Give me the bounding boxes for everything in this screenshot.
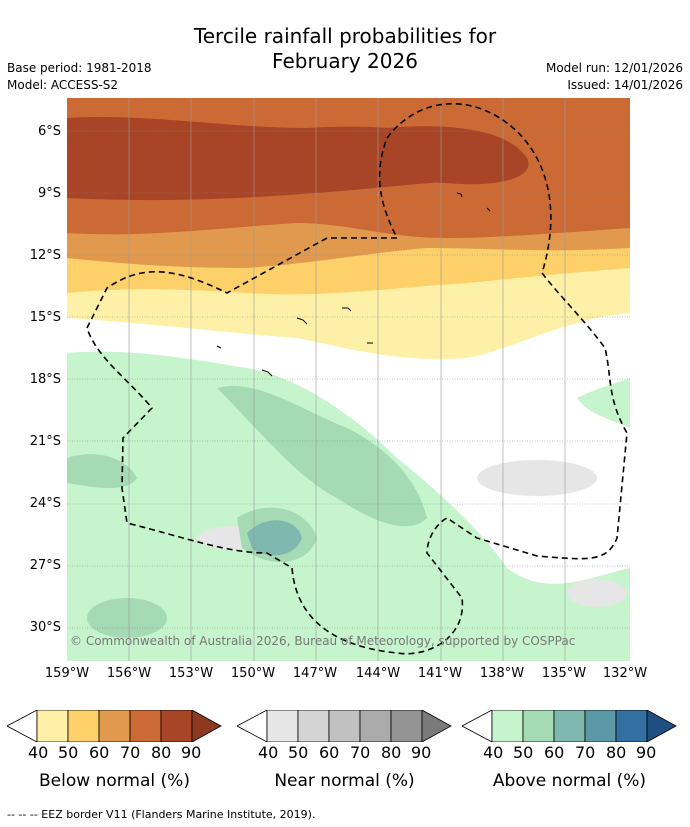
legend-tick: 70 (575, 743, 596, 762)
lon-label: 150°W (230, 666, 276, 681)
legend-below-normal (7, 710, 222, 742)
legend-swatch (615, 710, 648, 742)
lon-label: 156°W (106, 666, 152, 681)
legend-tick: 90 (636, 743, 657, 762)
base-period: Base period: 1981-2018 (7, 61, 152, 75)
lat-label: 30°S (29, 620, 61, 635)
lon-label: 159°W (44, 666, 90, 681)
below-normal-80-east (387, 126, 529, 185)
legend-tick: 70 (350, 743, 371, 762)
legend-above-normal (462, 710, 677, 742)
legend-swatch (553, 710, 586, 742)
lat-label: 27°S (29, 558, 61, 573)
legend-swatch (584, 710, 617, 742)
legend-tick: 40 (258, 743, 279, 762)
above-normal-region-strong (67, 454, 137, 488)
legend-tick: 50 (58, 743, 79, 762)
legend-tick: 50 (513, 743, 534, 762)
eez-border-west (86, 103, 628, 655)
lon-label: 135°W (541, 666, 587, 681)
model-name: Model: ACCESS-S2 (7, 78, 119, 92)
legend-tick: 90 (411, 743, 432, 762)
lon-label: 144°W (355, 666, 401, 681)
legend-near-colorbar (237, 710, 452, 742)
rainfall-probability-map (67, 98, 630, 661)
legend-below-title: Below normal (%) (39, 771, 190, 791)
lat-label: 12°S (29, 248, 61, 263)
legend-tick: 80 (606, 743, 627, 762)
lat-label: 9°S (37, 186, 61, 201)
meridians (128, 98, 566, 661)
legend-swatch (67, 710, 100, 742)
legend-swatch (297, 710, 330, 742)
legend-tick: 50 (288, 743, 309, 762)
legend-swatch (129, 710, 162, 742)
islands (216, 192, 491, 377)
legend-swatch (266, 710, 299, 742)
above-normal-region-strong (217, 386, 427, 527)
lon-label: 138°W (479, 666, 525, 681)
lat-label: 6°S (37, 124, 61, 139)
lat-label: 18°S (29, 372, 61, 387)
copyright-notice: © Commonwealth of Australia 2026, Bureau… (70, 634, 576, 648)
legend-tick: 70 (120, 743, 141, 762)
legend-tick: 60 (544, 743, 565, 762)
lon-label: 153°W (168, 666, 214, 681)
legend-near-normal (237, 710, 452, 742)
above-normal-region-east (577, 378, 630, 428)
above-normal-region (67, 351, 630, 661)
model-info: Base period: 1981-2018 Model: ACCESS-S2 (7, 60, 152, 94)
lon-label: 132°W (602, 666, 648, 681)
legend-swatch (390, 710, 423, 742)
legend-swatch (98, 710, 131, 742)
lon-label: 147°W (292, 666, 338, 681)
above-normal-region-deep (247, 520, 302, 556)
legend-near-title: Near normal (%) (274, 771, 415, 791)
above-normal-region-strong (87, 598, 167, 638)
legend-swatch (522, 710, 555, 742)
legend-tick: 60 (89, 743, 110, 762)
lat-label: 15°S (29, 310, 61, 325)
map-title: Tercile rainfall probabilities for Febru… (0, 24, 690, 74)
legend-above-colorbar (462, 710, 677, 742)
legend-tick: 90 (181, 743, 202, 762)
legend-tick: 80 (381, 743, 402, 762)
legend-tick: 60 (319, 743, 340, 762)
legend-above-title: Above normal (%) (492, 771, 647, 791)
title-line-1: Tercile rainfall probabilities for (193, 24, 497, 48)
lat-label: 24°S (29, 496, 61, 511)
legend-swatch (491, 710, 524, 742)
issued-date: Issued: 14/01/2026 (567, 78, 683, 92)
lat-label: 21°S (29, 434, 61, 449)
legend-tick: 80 (151, 743, 172, 762)
near-normal-patch (477, 460, 597, 496)
eez-footnote: -- -- -- EEZ border V11 (Flanders Marine… (7, 808, 316, 821)
legend-tick: 40 (28, 743, 49, 762)
run-info: Model run: 12/01/2026 Issued: 14/01/2026 (546, 60, 683, 94)
legend-swatch (328, 710, 361, 742)
near-normal-patch (567, 579, 627, 607)
title-line-2: February 2026 (272, 49, 418, 73)
legend-tick: 40 (483, 743, 504, 762)
lon-label: 141°W (417, 666, 463, 681)
legend-swatch (36, 710, 69, 742)
legend-swatch (160, 710, 193, 742)
model-run-date: Model run: 12/01/2026 (545, 61, 683, 75)
legend-swatch (359, 710, 392, 742)
legend-below-colorbar (7, 710, 222, 742)
